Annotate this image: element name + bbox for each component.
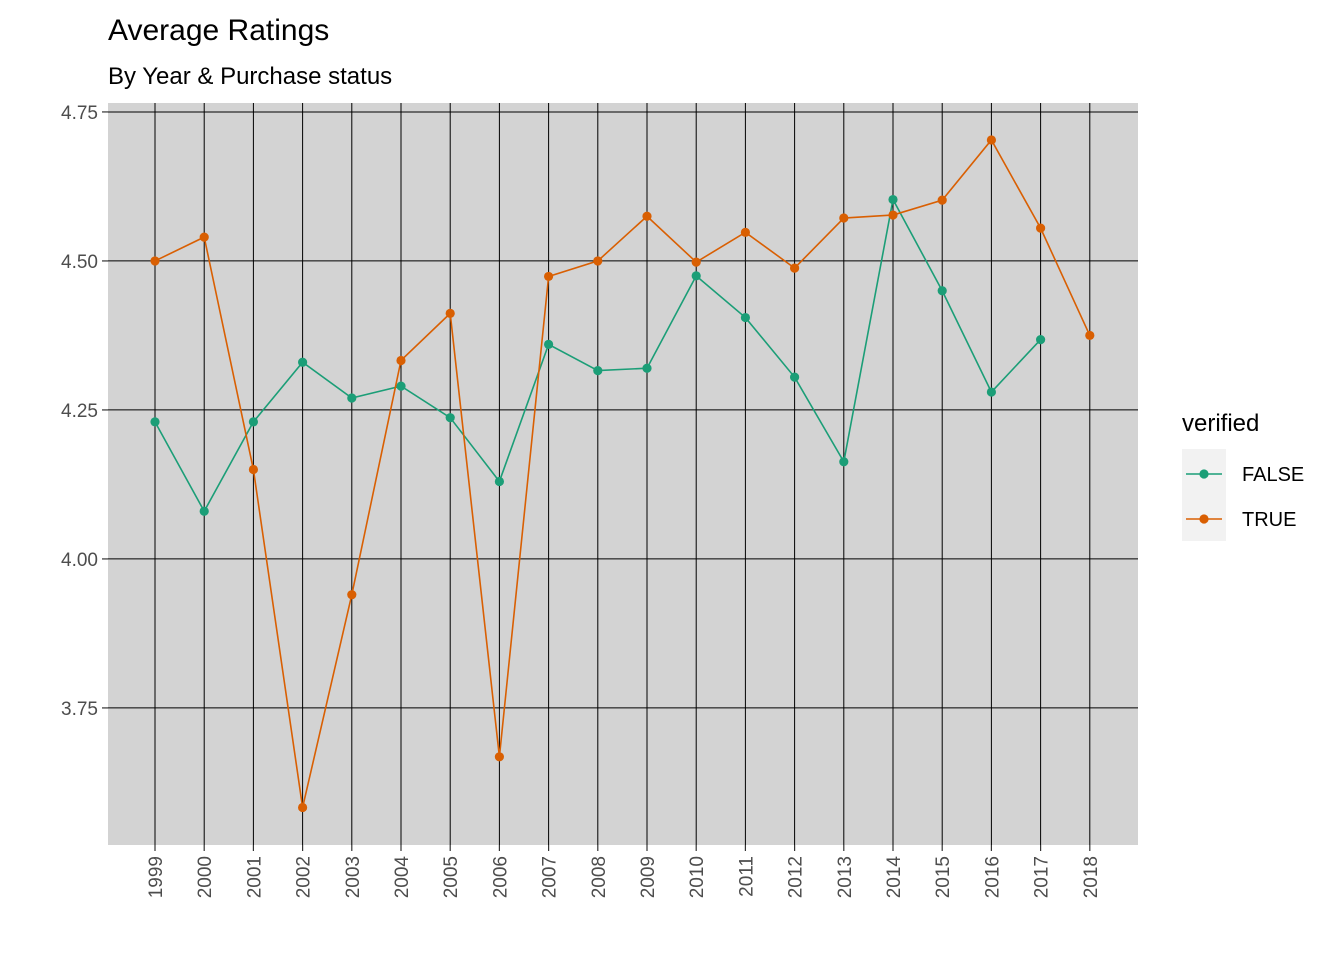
data-point [150,256,160,266]
x-tick-label: 2009 [638,856,659,898]
data-point [937,286,947,296]
series-false [150,194,1046,516]
y-tick-label: 4.75 [61,103,98,124]
x-tick-label: 2000 [195,856,216,898]
x-tick-label: 2005 [441,856,462,898]
x-axis: 1999 2000 2001 2002 2003 2004 2005 2006 2007 2008… [146,845,1102,898]
x-tick-label: 2014 [884,856,905,899]
data-point [642,211,652,221]
data-point [740,227,751,237]
y-tick-label: 3.75 [61,699,98,720]
data-point [199,232,209,242]
data-point [691,271,701,281]
x-tick-label: 2016 [982,856,1003,898]
legend-key-background [1182,449,1226,541]
y-tick-label: 4.00 [61,550,98,571]
data-point [544,339,554,349]
y-tick-label: 4.25 [61,401,98,422]
data-point [494,752,504,762]
series-true [150,135,1095,813]
x-tick-label: 2004 [392,856,413,899]
x-tick-label: 2011 [736,856,757,897]
x-tick-label: 2006 [490,856,511,898]
data-point [593,256,603,266]
data-point [248,464,258,475]
x-tick-label: 2015 [933,856,954,898]
data-point [248,417,258,427]
data-point [298,357,308,367]
data-point [347,590,357,600]
x-tick-label: 2003 [343,856,364,898]
data-point [396,355,406,366]
data-point [199,506,209,516]
x-tick-label: 2012 [786,856,807,898]
legend-label: FALSE [1242,464,1304,486]
data-point [642,363,652,373]
x-tick-label: 2010 [687,856,708,898]
x-tick-label: 2001 [244,856,265,898]
data-point [790,372,800,382]
data-point [445,413,455,423]
x-tick-label: 1999 [146,856,167,898]
data-point [937,195,947,205]
x-tick-label: 2013 [835,856,856,898]
plot-background [108,103,1138,845]
data-point [347,393,357,403]
legend: verified FALSE TRUE [1182,410,1304,541]
legend-title: verified [1182,410,1259,437]
data-point [544,271,554,282]
data-point [150,417,160,427]
data-point [593,365,603,376]
data-point [1085,330,1095,341]
series-line-true [154,138,1091,808]
x-tick-label: 2007 [540,856,561,898]
x-tick-label: 2002 [294,856,315,898]
y-tick-label: 4.50 [61,252,98,273]
data-point [986,135,997,145]
y-axis: 3.75 4.00 4.25 4.50 4.75 [61,103,108,720]
legend-swatch-point [1199,514,1209,524]
data-point [790,263,800,273]
x-tick-label: 2018 [1081,856,1102,898]
data-point [1036,223,1046,233]
data-point [494,476,504,487]
legend-items: FALSE TRUE [1186,464,1304,531]
data-point [445,308,455,318]
chart-subtitle: By Year & Purchase status [108,63,392,90]
data-point [740,312,751,323]
data-point [839,213,849,223]
grid-lines [108,103,1138,845]
legend-label: TRUE [1242,509,1296,531]
data-point [298,802,308,813]
data-point [396,381,406,391]
plot-panel [108,103,1138,845]
x-tick-label: 2008 [589,856,610,898]
legend-swatch-point [1199,469,1209,479]
series-lines [150,135,1095,813]
x-tick-label: 2017 [1032,856,1053,898]
data-point [888,194,898,205]
chart-title: Average Ratings [108,14,329,47]
legend-item-true: TRUE [1186,509,1296,531]
legend-item-false: FALSE [1186,464,1304,486]
data-point [1036,335,1046,345]
data-point [888,210,898,220]
data-point [691,257,701,267]
data-point [986,387,997,397]
data-point [839,457,849,467]
